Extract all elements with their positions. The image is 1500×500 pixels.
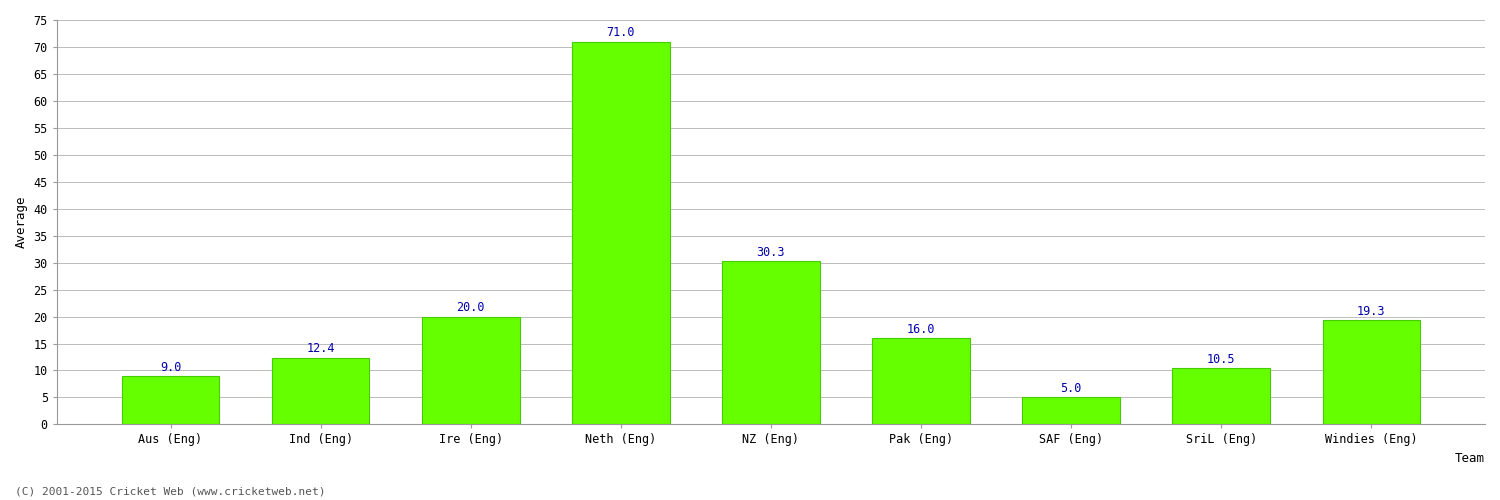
Bar	[1023, 398, 1120, 424]
Text: 71.0: 71.0	[606, 26, 634, 40]
Bar	[1173, 368, 1270, 424]
Bar	[871, 338, 970, 424]
Text: 12.4: 12.4	[306, 342, 334, 355]
Bar	[572, 42, 669, 424]
Text: 20.0: 20.0	[456, 302, 484, 314]
Bar	[1323, 320, 1420, 424]
Text: 30.3: 30.3	[756, 246, 784, 259]
Text: 10.5: 10.5	[1208, 352, 1236, 366]
Bar	[722, 261, 819, 424]
Text: 16.0: 16.0	[908, 323, 936, 336]
Text: 19.3: 19.3	[1358, 305, 1386, 318]
Y-axis label: Average: Average	[15, 196, 28, 248]
Bar	[122, 376, 219, 424]
X-axis label: Team: Team	[1455, 452, 1485, 465]
Bar	[272, 358, 369, 424]
Bar	[422, 316, 519, 424]
Text: 5.0: 5.0	[1060, 382, 1082, 396]
Text: (C) 2001-2015 Cricket Web (www.cricketweb.net): (C) 2001-2015 Cricket Web (www.cricketwe…	[15, 487, 326, 497]
Text: 9.0: 9.0	[160, 360, 182, 374]
